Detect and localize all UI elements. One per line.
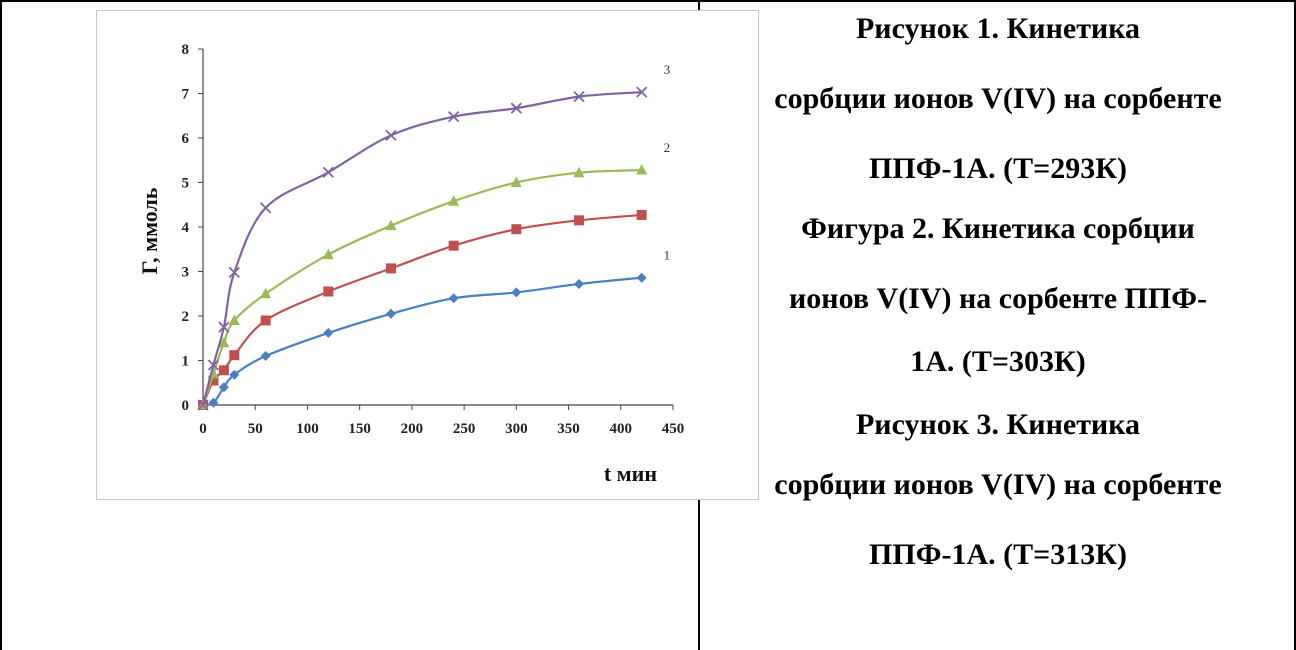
- y-tick-label: 3: [182, 265, 190, 281]
- x-tick-label: 150: [348, 421, 371, 437]
- series-number-label: 2: [664, 140, 671, 155]
- data-point: [218, 365, 229, 376]
- data-point: [448, 293, 459, 304]
- data-point: [510, 176, 522, 187]
- data-point: [574, 278, 584, 289]
- x-tick-label: 400: [610, 421, 633, 437]
- y-tick-label: 7: [182, 87, 190, 103]
- y-tick-label: 5: [182, 176, 190, 192]
- x-tick-label: 0: [199, 421, 207, 437]
- data-point: [208, 375, 219, 386]
- series-number-label: 3: [664, 62, 671, 77]
- data-point: [636, 164, 648, 175]
- x-tick-label: 450: [662, 421, 685, 437]
- data-point: [322, 166, 334, 178]
- y-tick-label: 4: [182, 220, 190, 236]
- caption-line: сорбции ионов V(IV) на сорбенте: [774, 468, 1222, 501]
- data-point: [218, 321, 230, 333]
- data-point: [511, 287, 522, 298]
- series-number-label: 1: [664, 248, 671, 263]
- data-point: [386, 308, 396, 319]
- x-tick-label: 350: [557, 421, 580, 437]
- data-point: [322, 248, 334, 260]
- data-point: [228, 266, 240, 279]
- data-point: [573, 166, 585, 178]
- chart-ticks: 0 50 100 150 200 250 300 350 400 450 0 1 2 3 4 5 6 7 8: [182, 42, 685, 437]
- caption-line: ионов V(IV) на сорбенте ППФ-: [789, 282, 1207, 315]
- x-tick-label: 300: [505, 421, 528, 437]
- caption-line: сорбции ионов V(IV) на сорбенте: [774, 82, 1222, 115]
- data-point: [260, 202, 272, 214]
- caption-line: Фигура 2. Кинетика сорбции: [801, 212, 1195, 245]
- data-point: [260, 315, 271, 326]
- series-line-4: [201, 91, 642, 406]
- data-point: [260, 351, 271, 362]
- y-tick-label: 2: [182, 309, 190, 325]
- caption-line: Рисунок 1. Кинетика: [855, 12, 1141, 45]
- caption-line: ППФ-1А. (Т=293К): [869, 152, 1127, 185]
- figure-caption: Рисунок 1. Кинетика сорбции ионов V(IV) …: [700, 0, 1296, 650]
- data-point: [510, 102, 522, 114]
- data-point: [207, 359, 220, 371]
- data-point: [636, 272, 647, 283]
- data-point: [636, 86, 648, 98]
- chart-area: 0 50 100 150 200 250 300 350 400 450 0 1 2 3 4 5 6 7 8 1 2 3…: [96, 10, 759, 500]
- data-point: [385, 219, 397, 231]
- y-tick-label: 0: [182, 398, 190, 414]
- data-point: [636, 209, 647, 220]
- data-point: [323, 286, 334, 297]
- table-border-top: [0, 0, 1296, 2]
- data-point: [260, 287, 272, 299]
- data-point: [218, 382, 229, 393]
- data-point: [448, 111, 460, 123]
- data-point: [229, 369, 240, 380]
- data-point: [511, 224, 522, 235]
- data-point: [448, 240, 459, 251]
- data-point: [448, 195, 460, 206]
- chart-series: 1 2 3: [197, 62, 671, 411]
- series-line-2: [201, 213, 642, 406]
- data-point: [218, 336, 230, 348]
- data-point: [574, 215, 584, 226]
- x-tick-label: 200: [401, 421, 424, 437]
- caption-line: ППФ-1А. (Т=313К): [869, 538, 1127, 571]
- x-tick-label: 100: [296, 421, 319, 437]
- x-tick-label: 50: [248, 421, 263, 437]
- y-tick-label: 8: [182, 42, 190, 58]
- x-axis-title: t мин: [604, 461, 657, 486]
- data-point: [573, 90, 585, 103]
- data-point: [208, 397, 219, 408]
- y-tick-label: 1: [182, 354, 190, 370]
- data-point: [229, 350, 240, 361]
- caption-line: 1А. (Т=303К): [910, 345, 1086, 378]
- data-point: [323, 327, 334, 338]
- y-tick-label: 6: [182, 131, 190, 147]
- data-point: [385, 129, 397, 141]
- sorption-kinetics-chart: 0 50 100 150 200 250 300 350 400 450 0 1 2 3 4 5 6 7 8 1 2 3…: [137, 42, 685, 486]
- data-point: [386, 263, 396, 274]
- data-point: [228, 314, 240, 325]
- table-border-left: [0, 0, 2, 650]
- x-tick-label: 250: [453, 421, 476, 437]
- table-border-right: [1294, 0, 1296, 650]
- data-point: [197, 399, 209, 411]
- caption-line: Рисунок 3. Кинетика: [855, 408, 1141, 441]
- y-axis-title: Г, ммоль: [137, 187, 162, 274]
